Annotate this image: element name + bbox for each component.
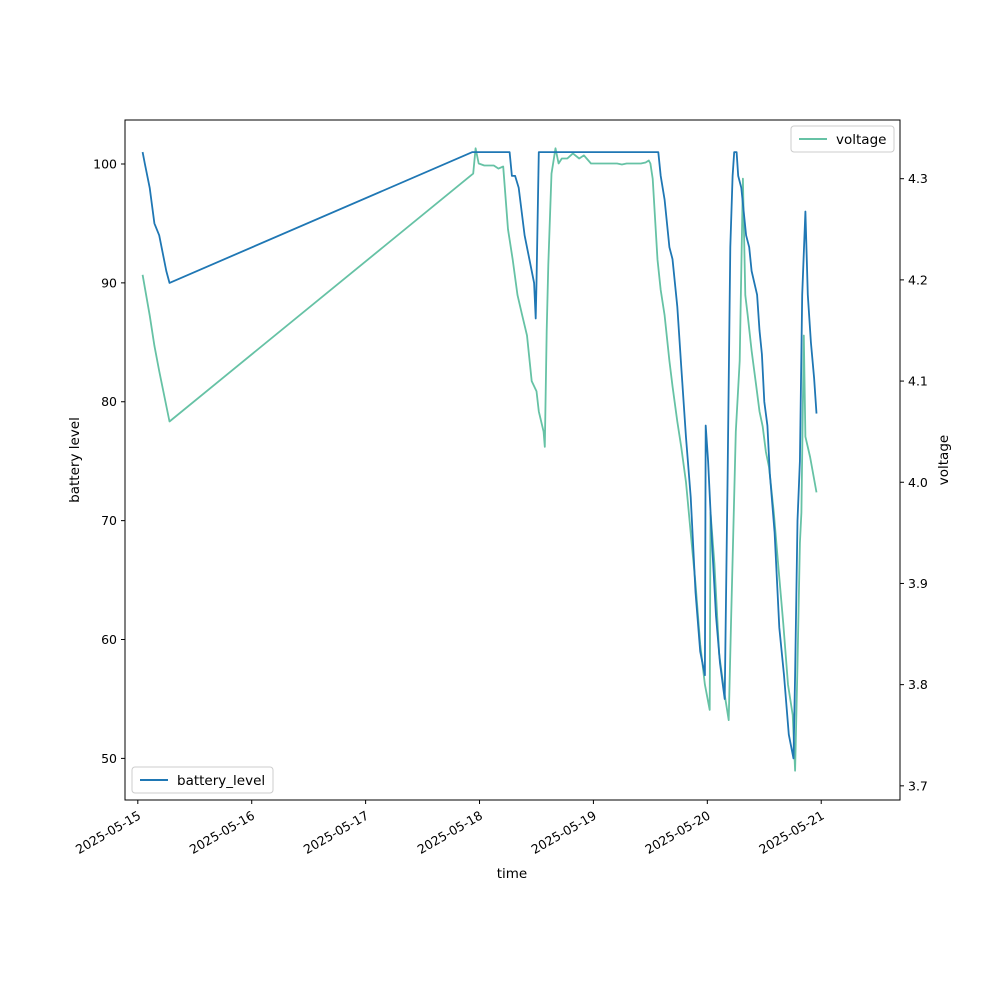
y-right-tick-label: 4.0: [908, 475, 928, 490]
y-right-tick-label: 3.9: [908, 576, 928, 591]
series-line-battery-level: [141, 151, 818, 760]
series-layer: [141, 147, 818, 772]
y-left-tick-label: 60: [101, 632, 117, 647]
legend-voltage-label: voltage: [836, 132, 886, 148]
series-line-voltage: [141, 147, 818, 772]
y-right-tick-label: 4.1: [908, 374, 928, 389]
y-left-tick-label: 100: [93, 156, 117, 171]
y-right-axis-title: voltage: [936, 435, 952, 485]
legend-battery-box: [131, 766, 274, 794]
y-right-tick-label: 4.3: [908, 171, 928, 186]
y-left-tick-label: 90: [101, 275, 117, 290]
y-right-tick-label: 3.8: [908, 677, 928, 692]
y-left-tick-label: 70: [101, 513, 117, 528]
plot-frame: [124, 119, 901, 801]
y-right-tick-label: 3.7: [908, 778, 928, 793]
legend-voltage: voltage: [790, 125, 895, 153]
legend-voltage-box: [790, 125, 895, 153]
legend-battery-label: battery_level: [177, 773, 265, 789]
y-left-tick-label: 50: [101, 751, 117, 766]
y-left-tick-label: 80: [101, 394, 117, 409]
y-right-tick-label: 4.2: [908, 272, 928, 287]
x-axis-title: time: [497, 866, 528, 882]
y-left-axis-title: battery level: [67, 417, 83, 503]
legend-battery-level: battery_level: [131, 766, 274, 794]
